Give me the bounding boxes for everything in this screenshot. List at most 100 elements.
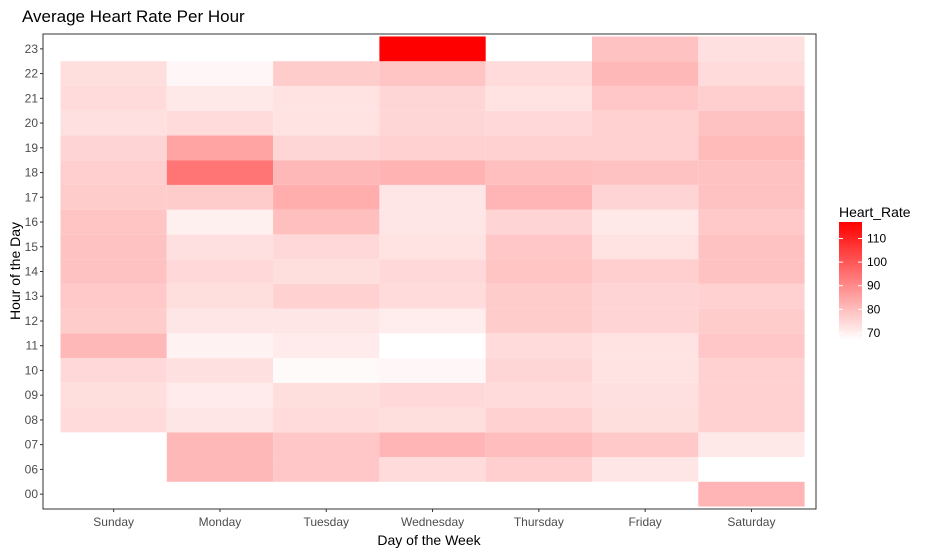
heatmap-cell-wednesday-07: [379, 432, 486, 458]
heatmap-cell-thursday-09: [485, 382, 592, 408]
x-tick-label: Saturday: [727, 515, 775, 529]
heatmap-cell-sunday-15: [60, 234, 167, 260]
heatmap-cell-monday-19: [166, 135, 274, 161]
heatmap-cell-monday-10: [166, 358, 274, 383]
legend-tick-label: 80: [867, 302, 881, 316]
heatmap-cell-friday-07: [592, 432, 699, 458]
heatmap-cell-thursday-20: [485, 110, 592, 136]
heatmap-cell-tuesday-19: [273, 135, 380, 161]
heatmap-cell-friday-06: [592, 457, 699, 482]
heatmap-cell-saturday-19: [698, 135, 805, 161]
heatmap-cell-monday-21: [166, 85, 274, 111]
legend-tick-label: 110: [867, 232, 886, 246]
y-tick-label: 19: [25, 141, 39, 155]
heatmap-cell-friday-22: [592, 61, 699, 86]
heatmap-cell-friday-18: [592, 160, 699, 185]
heatmap-cell-wednesday-23: [379, 36, 486, 62]
heatmap-cell-thursday-13: [485, 283, 592, 309]
heatmap-cell-sunday-18: [60, 160, 167, 185]
y-tick-label: 16: [25, 215, 39, 229]
heatmap-cell-friday-11: [592, 333, 699, 359]
heatmap-cell-sunday-08: [60, 407, 167, 433]
heatmap-cell-saturday-11: [698, 333, 805, 359]
y-tick-label: 20: [25, 116, 39, 130]
heatmap-cell-saturday-18: [698, 160, 805, 185]
legend: Heart_Rate 70 80 90 100 110: [839, 204, 911, 340]
heatmap-cell-friday-08: [592, 407, 699, 433]
heatmap-cell-friday-13: [592, 283, 699, 309]
y-tick-label: 17: [25, 190, 39, 204]
legend-ticks: 70 80 90 100 110: [839, 232, 887, 340]
heatmap-cell-thursday-07: [485, 432, 592, 458]
heatmap-cell-wednesday-17: [379, 184, 486, 210]
heatmap-cell-wednesday-13: [379, 283, 486, 309]
heatmap-cell-sunday-20: [60, 110, 167, 136]
y-axis-title: Hour of the Day: [7, 222, 23, 320]
heatmap-cell-thursday-17: [485, 184, 592, 210]
heatmap-cell-sunday-16: [60, 209, 167, 235]
heatmap-cell-monday-13: [166, 283, 274, 309]
heatmap-cell-saturday-10: [698, 358, 805, 383]
y-tick-label: 00: [25, 487, 39, 501]
heatmap-cell-tuesday-07: [273, 432, 380, 458]
heatmap-cell-wednesday-19: [379, 135, 486, 161]
heatmap-cell-saturday-23: [698, 36, 805, 62]
heatmap-cell-monday-06: [166, 457, 274, 482]
heatmap-cell-friday-19: [592, 135, 699, 161]
heatmap-cell-thursday-10: [485, 358, 592, 383]
legend-tick-label: 90: [867, 279, 881, 293]
y-tick-label: 15: [25, 240, 39, 254]
heatmap-cell-friday-21: [592, 85, 699, 111]
y-tick-label: 14: [25, 265, 39, 279]
heatmap-cell-wednesday-10: [379, 358, 486, 383]
heatmap-cell-sunday-13: [60, 283, 167, 309]
y-tick-label: 07: [25, 438, 39, 452]
heatmap-cell-monday-08: [166, 407, 274, 433]
y-tick-label: 13: [25, 289, 39, 303]
y-tick-label: 06: [25, 462, 39, 476]
heatmap-cell-wednesday-21: [379, 85, 486, 111]
heatmap-cell-thursday-22: [485, 61, 592, 86]
heatmap-cell-thursday-15: [485, 234, 592, 260]
heatmap-cell-monday-20: [166, 110, 274, 136]
heatmap-cell-wednesday-14: [379, 259, 486, 284]
heatmap-cell-sunday-17: [60, 184, 167, 210]
y-tick-label: 18: [25, 166, 39, 180]
heatmap-cell-sunday-14: [60, 259, 167, 284]
heatmap-cell-saturday-22: [698, 61, 805, 86]
heatmap-cell-thursday-16: [485, 209, 592, 235]
heatmap-cell-wednesday-15: [379, 234, 486, 260]
heatmap-cell-saturday-07: [698, 432, 805, 458]
y-tick-label: 08: [25, 413, 39, 427]
heatmap-cell-sunday-19: [60, 135, 167, 161]
y-axis: 00 06 07 08 09 10 11 12 13 14 15 16 17 18 19 20 21 22 23: [25, 42, 43, 501]
heatmap-cell-wednesday-08: [379, 407, 486, 433]
heatmap-cell-tuesday-06: [273, 457, 380, 482]
heatmap-cell-monday-09: [166, 382, 274, 408]
y-tick-label: 12: [25, 314, 39, 328]
legend-colorbar: [839, 222, 862, 340]
y-tick-label: 09: [25, 388, 39, 402]
heatmap-cell-saturday-15: [698, 234, 805, 260]
heatmap-cell-saturday-00: [698, 481, 805, 507]
heatmap-cell-wednesday-20: [379, 110, 486, 136]
heatmap-cell-wednesday-06: [379, 457, 486, 482]
heatmap-cell-saturday-20: [698, 110, 805, 136]
heatmap-cell-monday-15: [166, 234, 274, 260]
legend-title: Heart_Rate: [839, 204, 911, 220]
heatmap-cell-thursday-14: [485, 259, 592, 284]
heatmap-cell-monday-14: [166, 259, 274, 284]
x-axis-title: Day of the Week: [377, 532, 481, 548]
heatmap-cell-wednesday-12: [379, 308, 486, 334]
heatmap-cell-wednesday-09: [379, 382, 486, 408]
heatmap-cell-thursday-06: [485, 457, 592, 482]
heatmap-cell-tuesday-11: [273, 333, 380, 359]
heatmap-cell-friday-20: [592, 110, 699, 136]
heatmap-cell-tuesday-21: [273, 85, 380, 111]
heatmap-cell-tuesday-09: [273, 382, 380, 408]
heatmap-cell-sunday-09: [60, 382, 167, 408]
heatmap-cell-tuesday-20: [273, 110, 380, 136]
heatmap-cell-monday-17: [166, 184, 274, 210]
heatmap-cell-friday-09: [592, 382, 699, 408]
